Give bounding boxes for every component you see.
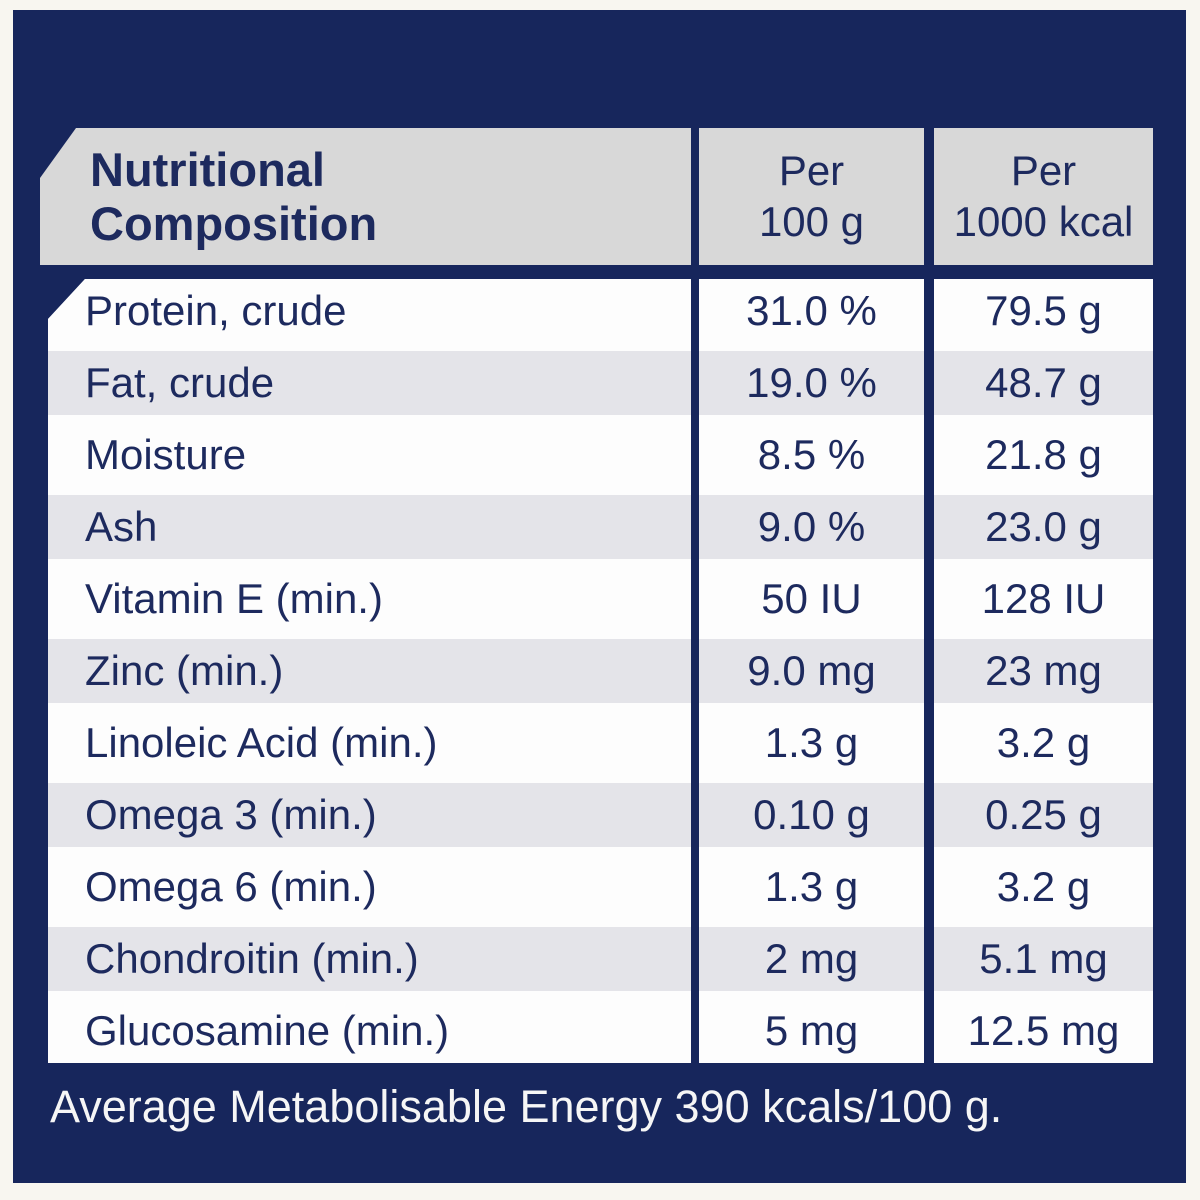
table-row-moisture: Moisture 8.5 % 21.8 g — [48, 423, 1153, 487]
row-value-per-1000kcal: 23.0 g — [985, 503, 1102, 550]
row-value-per-100g: 9.0 % — [757, 503, 866, 550]
column-header-per-1000kcal-line2: 1000 kcal — [953, 197, 1134, 245]
column-header-per-1000kcal: Per 1000 kcal — [934, 128, 1153, 265]
page-title-line1: Nutritional — [90, 143, 325, 197]
row-value-per-1000kcal: 12.5 mg — [967, 1007, 1120, 1054]
row-value-per-1000kcal: 5.1 mg — [979, 935, 1108, 982]
row-value-per-100g: 2 mg — [764, 935, 859, 982]
table-row-ash: Ash 9.0 % 23.0 g — [48, 495, 1153, 559]
row-label: Moisture — [85, 431, 247, 478]
row-label: Ash — [85, 503, 158, 550]
row-label: Linoleic Acid (min.) — [85, 719, 438, 766]
row-value-per-100g: 8.5 % — [757, 431, 866, 478]
page-title: Nutritional Composition — [40, 128, 691, 265]
table-header: Nutritional Composition Per 100 g Per 10… — [40, 128, 1153, 265]
row-value-per-1000kcal: 48.7 g — [985, 359, 1102, 406]
row-value-per-1000kcal: 3.2 g — [996, 863, 1091, 910]
row-value-per-100g: 19.0 % — [746, 359, 877, 406]
row-label: Chondroitin (min.) — [85, 935, 419, 982]
row-value-per-1000kcal: 79.5 g — [985, 287, 1102, 334]
header-column-gap — [691, 128, 699, 265]
row-value-per-100g: 50 IU — [761, 575, 862, 622]
column-header-per-100g-line1: Per — [778, 147, 845, 195]
header-column-gap — [924, 128, 934, 265]
table-row-omega-3: Omega 3 (min.) 0.10 g 0.25 g — [48, 783, 1153, 847]
table-row-zinc: Zinc (min.) 9.0 mg 23 mg — [48, 639, 1153, 703]
row-value-per-1000kcal: 3.2 g — [996, 719, 1091, 766]
average-metabolisable-energy-note: Average Metabolisable Energy 390 kcals/1… — [50, 1081, 1003, 1132]
table-row-chondroitin: Chondroitin (min.) 2 mg 5.1 mg — [48, 927, 1153, 991]
column-header-per-100g-line2: 100 g — [758, 197, 865, 245]
table-row-fat: Fat, crude 19.0 % 48.7 g — [48, 351, 1153, 415]
row-label: Vitamin E (min.) — [85, 575, 383, 622]
table-row-linoleic-acid: Linoleic Acid (min.) 1.3 g 3.2 g — [48, 711, 1153, 775]
row-value-per-100g: 9.0 mg — [747, 647, 876, 694]
row-value-per-100g: 31.0 % — [746, 287, 877, 334]
row-label: Fat, crude — [85, 359, 275, 406]
row-value-per-1000kcal: 128 IU — [981, 575, 1106, 622]
row-label: Glucosamine (min.) — [85, 1007, 450, 1054]
column-header-per-100g: Per 100 g — [699, 128, 924, 265]
row-value-per-100g: 1.3 g — [764, 719, 859, 766]
table-row-omega-6: Omega 6 (min.) 1.3 g 3.2 g — [48, 855, 1153, 919]
row-value-per-100g: 0.10 g — [753, 791, 870, 838]
row-value-per-100g: 1.3 g — [764, 863, 859, 910]
table-row-vitamin-e: Vitamin E (min.) 50 IU 128 IU — [48, 567, 1153, 631]
column-divider — [924, 279, 934, 1063]
row-value-per-100g: 5 mg — [764, 1007, 859, 1054]
row-value-per-1000kcal: 21.8 g — [985, 431, 1102, 478]
table-body: Protein, crude 31.0 % 79.5 g Fat, crude … — [48, 279, 1153, 1063]
table-row-protein: Protein, crude 31.0 % 79.5 g — [48, 279, 1153, 343]
row-label: Protein, crude — [85, 287, 347, 334]
row-label: Omega 3 (min.) — [85, 791, 377, 838]
row-value-per-1000kcal: 23 mg — [985, 647, 1102, 694]
row-value-per-1000kcal: 0.25 g — [985, 791, 1102, 838]
row-label: Zinc (min.) — [85, 647, 284, 694]
column-header-per-1000kcal-line1: Per — [1010, 147, 1077, 195]
row-label: Omega 6 (min.) — [85, 863, 377, 910]
page-title-line2: Composition — [90, 196, 378, 250]
column-divider — [691, 279, 699, 1063]
table-row-glucosamine: Glucosamine (min.) 5 mg 12.5 mg — [48, 999, 1153, 1063]
